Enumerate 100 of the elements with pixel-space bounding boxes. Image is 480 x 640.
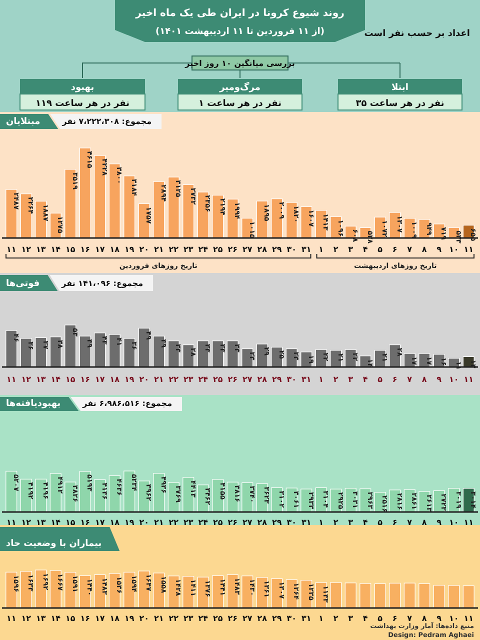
bar — [94, 155, 106, 238]
x-tick-label: ۲۵ — [212, 245, 223, 254]
data-label: ۱۱۹ نفر در هر ساعت — [35, 99, 130, 109]
x-tick-label: ۷ — [407, 375, 412, 384]
x-tick-label: ۲۷ — [242, 518, 252, 527]
x-tick-label: ۱۴ — [50, 614, 61, 623]
bar — [20, 571, 32, 608]
bar — [197, 192, 209, 238]
x-tick-label: ۱۱ — [6, 245, 16, 254]
x-tick-label: ۲۲ — [168, 245, 179, 254]
x-tick-label: ۶ — [392, 614, 398, 623]
bar — [242, 576, 254, 608]
x-tick-label: ۵ — [378, 245, 383, 254]
x-tick-label: ۱۱ — [464, 518, 474, 527]
bar — [35, 337, 47, 368]
bar — [212, 194, 224, 238]
text: اعداد بر حسب نفر است — [364, 29, 470, 39]
bar — [20, 338, 32, 368]
x-tick-label: ۱۰ — [448, 375, 459, 384]
text: (از ۱۱ فروردین تا ۱۱ اردیبهشت ۱۴۰۱) — [155, 27, 325, 37]
x-tick-label: ۱۷ — [94, 245, 105, 254]
chart-title: بهبودیافته‌ها — [6, 399, 61, 409]
x-tick-label: ۳۰ — [286, 375, 297, 384]
x-tick-label: ۷ — [407, 245, 412, 254]
bar — [433, 584, 445, 608]
x-tick-label: ۱۰ — [448, 245, 459, 254]
x-tick-label: ۲۲ — [168, 518, 179, 527]
x-tick-label: ۳۰ — [286, 245, 297, 254]
bar — [168, 340, 180, 368]
x-tick-label: ۲۱ — [154, 375, 164, 384]
chart-title: فوتی‌ها — [6, 279, 40, 289]
bar — [6, 330, 18, 368]
bar — [64, 572, 76, 608]
x-tick-label: ۲۱ — [154, 245, 164, 254]
bar — [124, 470, 136, 512]
x-tick-label: ۲۸ — [257, 375, 268, 384]
x-tick-label: ۴ — [362, 614, 368, 623]
x-tick-label: ۲۱ — [154, 518, 164, 527]
bar — [50, 570, 62, 608]
bar — [64, 169, 76, 238]
chart-subtitle: مجموع: ۷،۲۲۲،۳۰۸ نفر — [61, 117, 152, 126]
bar — [344, 349, 356, 368]
x-tick-label: ۲۵ — [212, 375, 223, 384]
x-tick-label: ۹ — [436, 245, 442, 254]
x-tick-label: ۲۹ — [272, 245, 282, 254]
x-tick-label: ۵ — [378, 614, 383, 623]
x-tick-label: ۲۹ — [272, 375, 282, 384]
bar — [256, 344, 268, 368]
bar — [212, 575, 224, 608]
x-tick-label: ۱۶ — [80, 518, 90, 527]
x-tick-label: ۵ — [378, 518, 383, 527]
x-tick-label: ۲۰ — [139, 614, 150, 623]
x-tick-label: ۲۳ — [183, 518, 194, 527]
x-tick-label: ۲۶ — [228, 245, 238, 254]
x-tick-label: ۲۳ — [183, 245, 194, 254]
bar — [300, 206, 312, 238]
bar — [182, 344, 194, 368]
x-tick-label: ۲۹ — [272, 518, 282, 527]
bar — [418, 583, 430, 608]
bar — [153, 473, 165, 512]
x-tick-label: ۱۳ — [36, 614, 46, 623]
x-tick-label: ۲ — [333, 375, 338, 384]
x-tick-label: ۲۲ — [168, 375, 179, 384]
bar — [286, 202, 298, 238]
bar — [124, 338, 136, 368]
x-tick-label: ۱۵ — [65, 614, 76, 623]
x-tick-label: ۳ — [348, 518, 354, 527]
x-tick-label: ۴ — [362, 518, 368, 527]
x-tick-label: ۲۰ — [139, 518, 150, 527]
bar — [330, 582, 342, 608]
bar — [20, 194, 32, 238]
x-tick-label: ۸ — [422, 518, 427, 527]
x-tick-label: ۲۱ — [154, 614, 164, 623]
bar — [79, 471, 91, 512]
bar — [153, 181, 165, 238]
chart-subtitle: مجموع: ۶،۹۸۶،۵۱۶ نفر — [82, 399, 172, 408]
x-tick-label: ۱۹ — [124, 375, 134, 384]
bar — [212, 340, 224, 368]
x-tick-label: ۲۷ — [242, 614, 252, 623]
x-tick-label: ۱۷ — [94, 375, 105, 384]
x-tick-label: ۲۳ — [183, 614, 194, 623]
x-tick-label: ۱۸ — [110, 245, 120, 254]
category-label: ابتلا — [392, 83, 408, 93]
x-tick-label: ۲۴ — [198, 375, 208, 384]
x-tick-label: ۸ — [422, 245, 427, 254]
chart-title: مبتلایان — [6, 117, 40, 127]
x-tick-label: ۳۰ — [286, 518, 297, 527]
bar — [197, 340, 209, 368]
x-tick-label: ۳۰ — [286, 614, 297, 623]
x-tick-label: ۲۷ — [242, 375, 252, 384]
x-tick-label: ۱۳ — [36, 245, 46, 254]
x-tick-label: ۱۶ — [80, 614, 90, 623]
bar — [6, 572, 18, 608]
x-tick-label: ۱۴ — [50, 518, 61, 527]
x-tick-label: ۱۲ — [21, 614, 32, 623]
x-tick-label: ۲۷ — [242, 245, 252, 254]
x-tick-label: ۴ — [362, 245, 368, 254]
x-tick-label: ۲ — [333, 614, 338, 623]
bar — [182, 184, 194, 238]
x-tick-label: ۲۰ — [139, 245, 150, 254]
